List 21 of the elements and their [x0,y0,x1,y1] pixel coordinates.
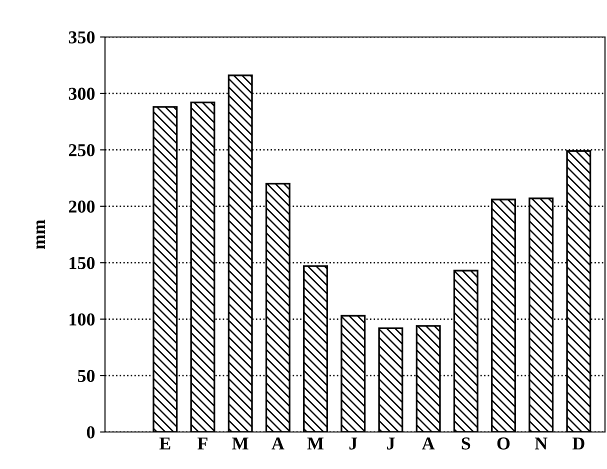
y-tick-label: 150 [70,256,95,270]
x-tick-label: J [349,438,358,450]
x-tick-label: A [272,437,284,450]
x-tick-label: J [387,438,395,450]
x-tick-label: A [422,437,435,450]
y-tick-label: 250 [68,144,95,156]
x-tick-label: O [497,437,510,450]
x-tick-label: D [572,438,584,450]
x-tick-label: S [462,437,470,450]
x-tick-label: M [232,438,248,450]
x-tick-label: N [534,438,548,450]
y-tick-label: 100 [70,313,95,326]
y-tick-label: 200 [68,200,95,213]
y-tick-label: 300 [68,88,95,100]
x-tick-label: E [159,438,170,450]
y-tick-label: 50 [78,370,95,382]
y-tick-label: 0 [86,426,95,438]
y-axis-title: mm [36,220,45,250]
y-tick-label: 350 [68,31,95,44]
x-tick-label: F [198,438,208,450]
x-tick-label: M [307,438,324,450]
